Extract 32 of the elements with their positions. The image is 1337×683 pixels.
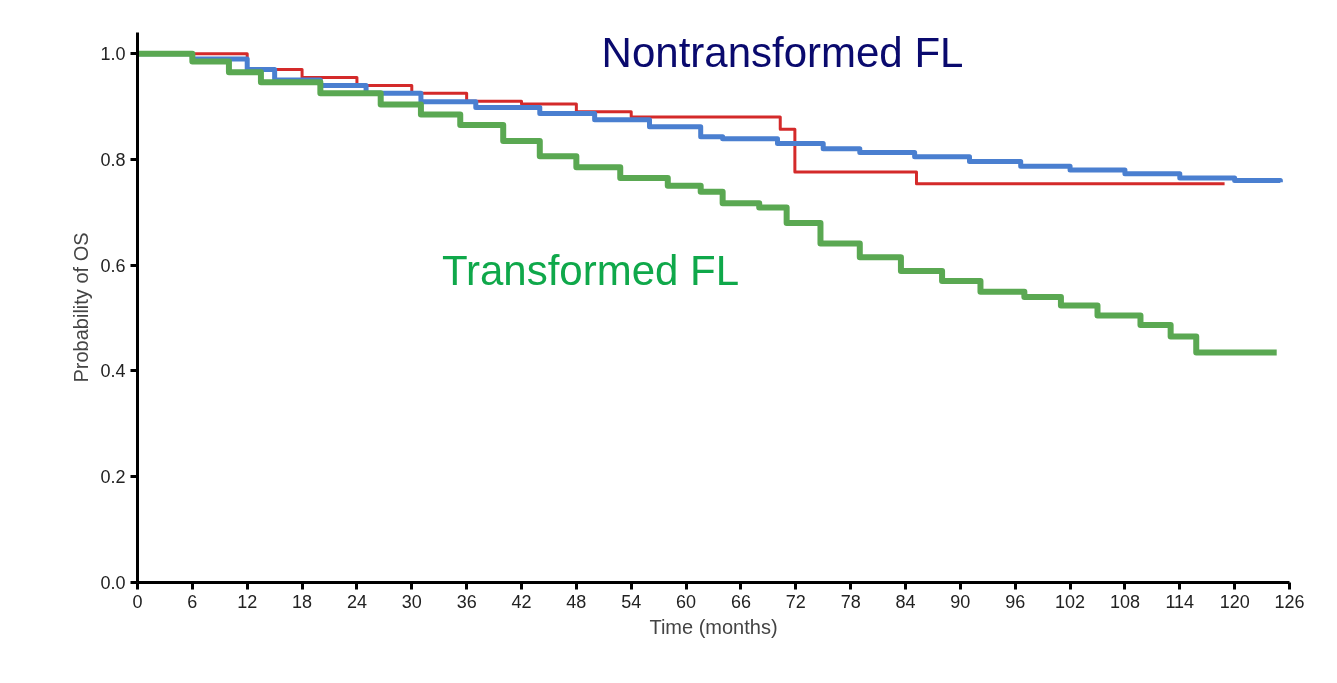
x-tick-label: 0 xyxy=(132,591,143,612)
x-tick-label: 18 xyxy=(292,591,313,612)
y-tick-label: 0.6 xyxy=(100,255,126,276)
x-tick-label: 36 xyxy=(456,591,477,612)
x-tick-label: 42 xyxy=(511,591,532,612)
x-tick-label: 12 xyxy=(237,591,258,612)
x-tick-label: 54 xyxy=(621,591,642,612)
annotation: Transformed FL xyxy=(441,247,740,294)
y-tick-label: 0.4 xyxy=(100,361,126,382)
x-tick-label: 120 xyxy=(1219,591,1250,612)
x-tick-label: 24 xyxy=(346,591,367,612)
x-tick-label: 66 xyxy=(730,591,751,612)
x-tick-label: 108 xyxy=(1109,591,1140,612)
x-tick-label: 84 xyxy=(895,591,916,612)
x-tick-label: 96 xyxy=(1005,591,1026,612)
x-tick-label: 60 xyxy=(676,591,697,612)
x-tick-label: 6 xyxy=(187,591,198,612)
x-axis-title: Time (months) xyxy=(649,615,778,638)
x-tick-label: 102 xyxy=(1055,591,1086,612)
x-tick-label: 30 xyxy=(401,591,422,612)
x-tick-label: 72 xyxy=(785,591,806,612)
x-tick-label: 78 xyxy=(840,591,861,612)
y-tick-label: 0.8 xyxy=(100,149,126,170)
y-tick-label: 0.2 xyxy=(100,467,126,488)
y-tick-label: 1.0 xyxy=(100,44,126,65)
x-tick-label: 114 xyxy=(1165,591,1195,612)
y-axis-title: Probability of OS xyxy=(70,232,93,383)
x-tick-label: 48 xyxy=(566,591,587,612)
x-tick-label: 90 xyxy=(950,591,971,612)
annotation: Nontransformed FL xyxy=(601,29,964,76)
y-tick-label: 0.0 xyxy=(100,573,126,593)
x-tick-label: 126 xyxy=(1274,591,1305,612)
